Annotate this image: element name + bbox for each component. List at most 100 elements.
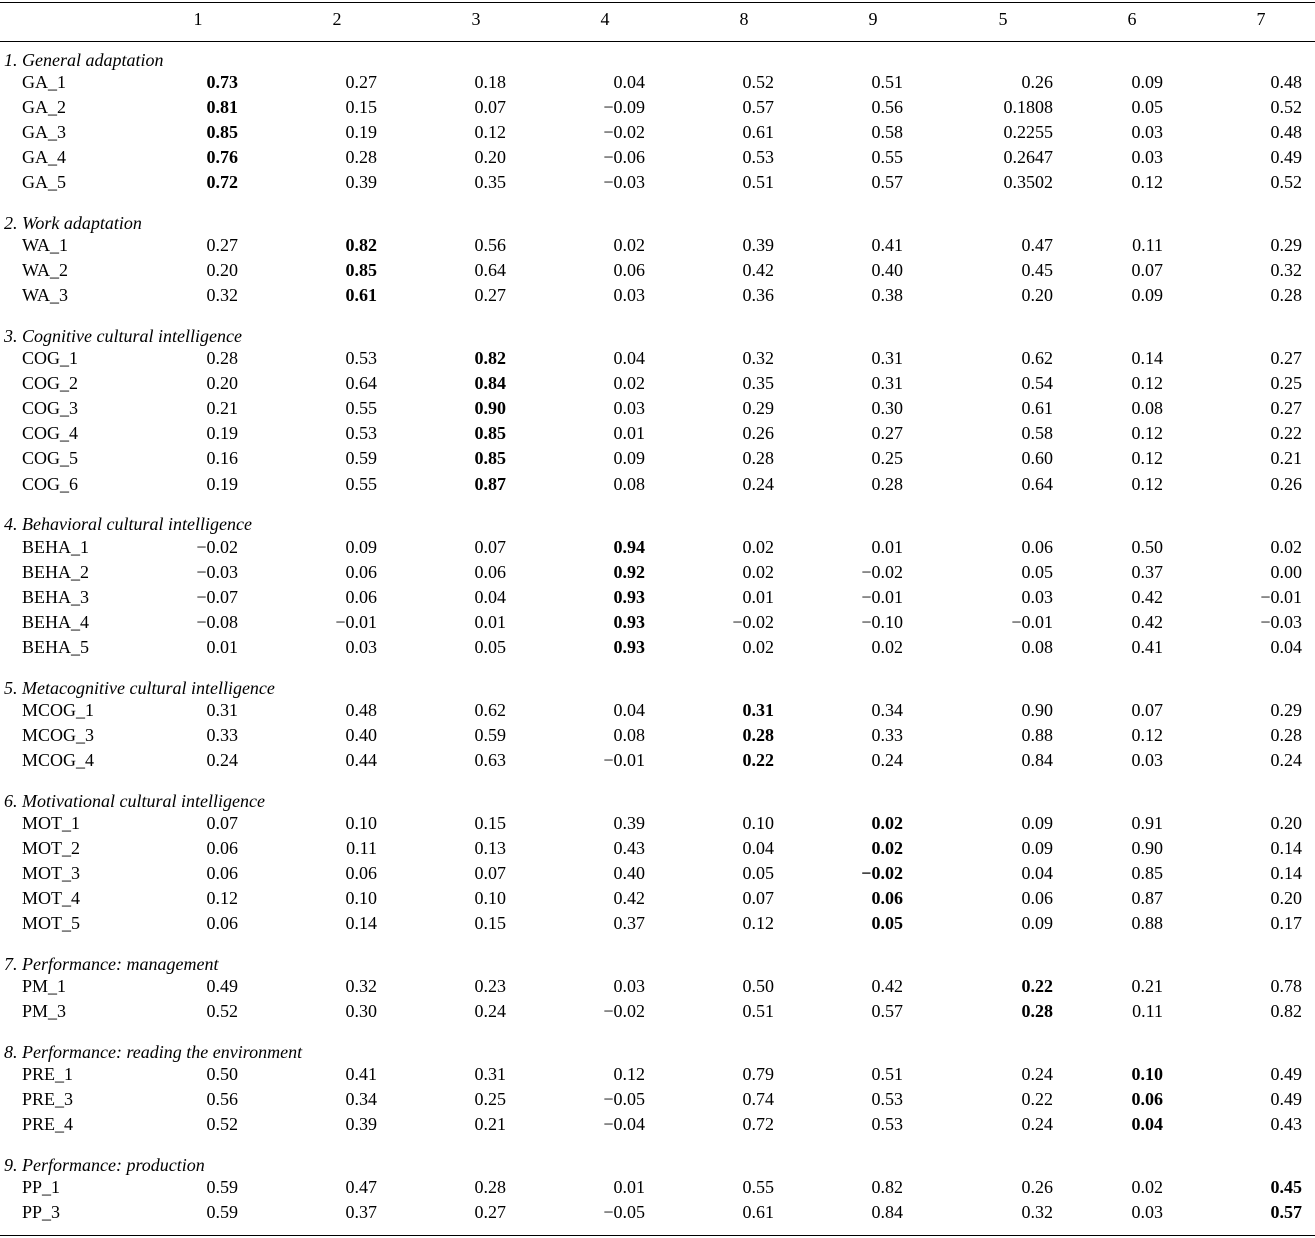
- loading-cell: 0.90: [1131, 838, 1164, 859]
- loading-cell: 0.20: [1270, 813, 1303, 833]
- loading-cell: 0.27: [1270, 398, 1303, 419]
- loading-cell: 0.30: [871, 398, 904, 419]
- loading-cell: 0.78: [1270, 976, 1303, 996]
- loading-cell: 0.43: [1270, 1114, 1303, 1135]
- loading-cell-primary: 0.93: [613, 637, 646, 658]
- table-row: COG_1 0.28 0.53 0.82 0.04 0.32 0.31 0.62 0.14 0.2…: [0, 348, 1315, 373]
- loading-cell: −0.01: [1011, 612, 1053, 633]
- loading-cell-primary: 0.73: [206, 72, 239, 92]
- loading-cell: 0.12: [1131, 423, 1164, 444]
- table-row: PRE_1 0.50 0.41 0.31 0.12 0.79 0.51 0.24 0.10 0.4…: [0, 1064, 1315, 1089]
- loading-cell-primary: 0.93: [613, 612, 646, 633]
- loading-cell: 0.42: [871, 976, 904, 996]
- loading-cell: 0.32: [1270, 260, 1303, 281]
- loading-cell: 0.05: [1131, 97, 1164, 118]
- loading-cell: 0.02: [613, 235, 646, 255]
- loading-cell: 0.57: [871, 172, 904, 193]
- loading-cell: 0.28: [206, 348, 239, 368]
- loading-cell: −0.02: [603, 122, 645, 143]
- table-row: PM_3 0.52 0.30 0.24 −0.02 0.51 0.57 0.28 0.11 0.8…: [0, 1001, 1315, 1026]
- loading-cell: 0.56: [871, 97, 904, 118]
- loading-cell: −0.05: [603, 1089, 645, 1110]
- loading-cell: 0.24: [1021, 1064, 1054, 1084]
- loading-cell: 0.02: [742, 562, 775, 583]
- loading-cell: 0.61: [742, 122, 775, 143]
- loading-cell: 0.24: [1021, 1114, 1054, 1135]
- loading-cell: 0.41: [1131, 637, 1164, 658]
- loading-cell: 0.63: [474, 750, 507, 771]
- loading-cell: 0.58: [871, 122, 904, 143]
- loading-cell-primary: 0.87: [474, 473, 507, 494]
- loading-cell: 0.27: [345, 72, 378, 92]
- loading-cell: 0.64: [1021, 473, 1054, 494]
- loading-cell: 0.12: [1131, 373, 1164, 394]
- loading-cell-primary: 0.06: [871, 888, 904, 909]
- loading-cell: 0.04: [613, 348, 646, 368]
- loading-cell: 0.32: [742, 348, 775, 368]
- loading-cell: 0.53: [345, 423, 378, 444]
- loading-cell: 0.84: [1021, 750, 1054, 771]
- loading-cell: 0.24: [206, 750, 239, 771]
- loading-cell: 0.09: [345, 537, 378, 557]
- loading-cell-primary: 0.85: [474, 448, 507, 469]
- loading-cell: 0.02: [1131, 1177, 1164, 1197]
- group-title: 1. General adaptation: [4, 50, 164, 70]
- column-header: 7: [1256, 9, 1266, 29]
- table-row: GA_2 0.81 0.15 0.07 −0.09 0.57 0.56 0.1808 0.05 0…: [0, 97, 1315, 122]
- loading-cell: 0.51: [871, 72, 904, 92]
- loading-cell: 0.49: [1270, 1089, 1303, 1110]
- loading-cell: 0.03: [1131, 147, 1164, 168]
- loading-cell: 0.16: [206, 448, 239, 469]
- loading-cell: 0.08: [613, 725, 646, 746]
- column-header: 9: [868, 9, 878, 29]
- loading-cell: 0.21: [1270, 448, 1303, 469]
- loading-cell: 0.32: [206, 285, 239, 306]
- loading-cell: −0.01: [861, 587, 903, 608]
- loading-cell: 0.50: [206, 1064, 239, 1084]
- loading-cell: 0.08: [1131, 398, 1164, 419]
- loading-cell: 0.52: [1270, 172, 1303, 193]
- loading-cell: 0.2647: [1003, 147, 1054, 168]
- table-row: MCOG_3 0.33 0.40 0.59 0.08 0.28 0.33 0.88 0.12 0.…: [0, 725, 1315, 750]
- loading-cell: 0.91: [1131, 813, 1164, 833]
- table-row: PM_1 0.49 0.32 0.23 0.03 0.50 0.42 0.22 0.21 0.78: [0, 976, 1315, 1001]
- loading-cell: 0.13: [474, 838, 507, 859]
- loading-cell: 0.32: [1021, 1202, 1054, 1223]
- loading-cell: 0.24: [474, 1001, 507, 1022]
- table-row: MOT_1 0.07 0.10 0.15 0.39 0.10 0.02 0.09 0.91 0.2…: [0, 813, 1315, 838]
- loading-cell: −0.10: [861, 612, 903, 633]
- loading-cell: 0.07: [742, 888, 775, 909]
- table-row: COG_2 0.20 0.64 0.84 0.02 0.35 0.31 0.54 0.12 0.2…: [0, 373, 1315, 398]
- loading-cell: 0.06: [345, 863, 378, 884]
- row-label: BEHA_4: [22, 612, 89, 633]
- table-row: PP_1 0.59 0.47 0.28 0.01 0.55 0.82 0.26 0.02 0.45: [0, 1177, 1315, 1202]
- loading-cell: 0.21: [474, 1114, 507, 1135]
- loading-cell: 0.20: [206, 260, 239, 281]
- loading-cell: 0.06: [206, 913, 239, 934]
- loading-cell: 0.55: [345, 473, 378, 494]
- loading-cell: 0.14: [1131, 348, 1164, 368]
- loading-cell: 0.42: [1131, 587, 1164, 608]
- table-row: BEHA_5 0.01 0.03 0.05 0.93 0.02 0.02 0.08 0.41 0.…: [0, 637, 1315, 662]
- row-label: PRE_4: [22, 1114, 74, 1135]
- loading-cell: 0.04: [613, 700, 646, 720]
- loading-cell: 0.88: [1131, 913, 1164, 934]
- loading-cell: 0.36: [742, 285, 775, 306]
- loading-cell: 0.48: [345, 700, 378, 720]
- loading-cell: 0.14: [345, 913, 378, 934]
- loading-cell: 0.53: [345, 348, 378, 368]
- loading-cell-primary: 0.76: [206, 147, 239, 168]
- loading-cell: 0.15: [474, 813, 507, 833]
- loading-cell: 0.17: [1270, 913, 1303, 934]
- loading-cell: 0.10: [345, 888, 378, 909]
- table-row: MCOG_1 0.31 0.48 0.62 0.04 0.31 0.34 0.90 0.07 0.…: [0, 700, 1315, 725]
- row-label: MOT_3: [22, 863, 80, 884]
- loading-cell: 0.01: [206, 637, 239, 658]
- loading-cell: 0.27: [474, 1202, 507, 1223]
- loading-cell: 0.06: [345, 562, 378, 583]
- loading-cell: 0.33: [871, 725, 904, 746]
- row-label: MCOG_4: [22, 750, 95, 771]
- loading-cell: 0.57: [742, 97, 775, 118]
- loading-cell-primary: 0.10: [1131, 1064, 1164, 1084]
- loading-cell-primary: 0.93: [613, 587, 646, 608]
